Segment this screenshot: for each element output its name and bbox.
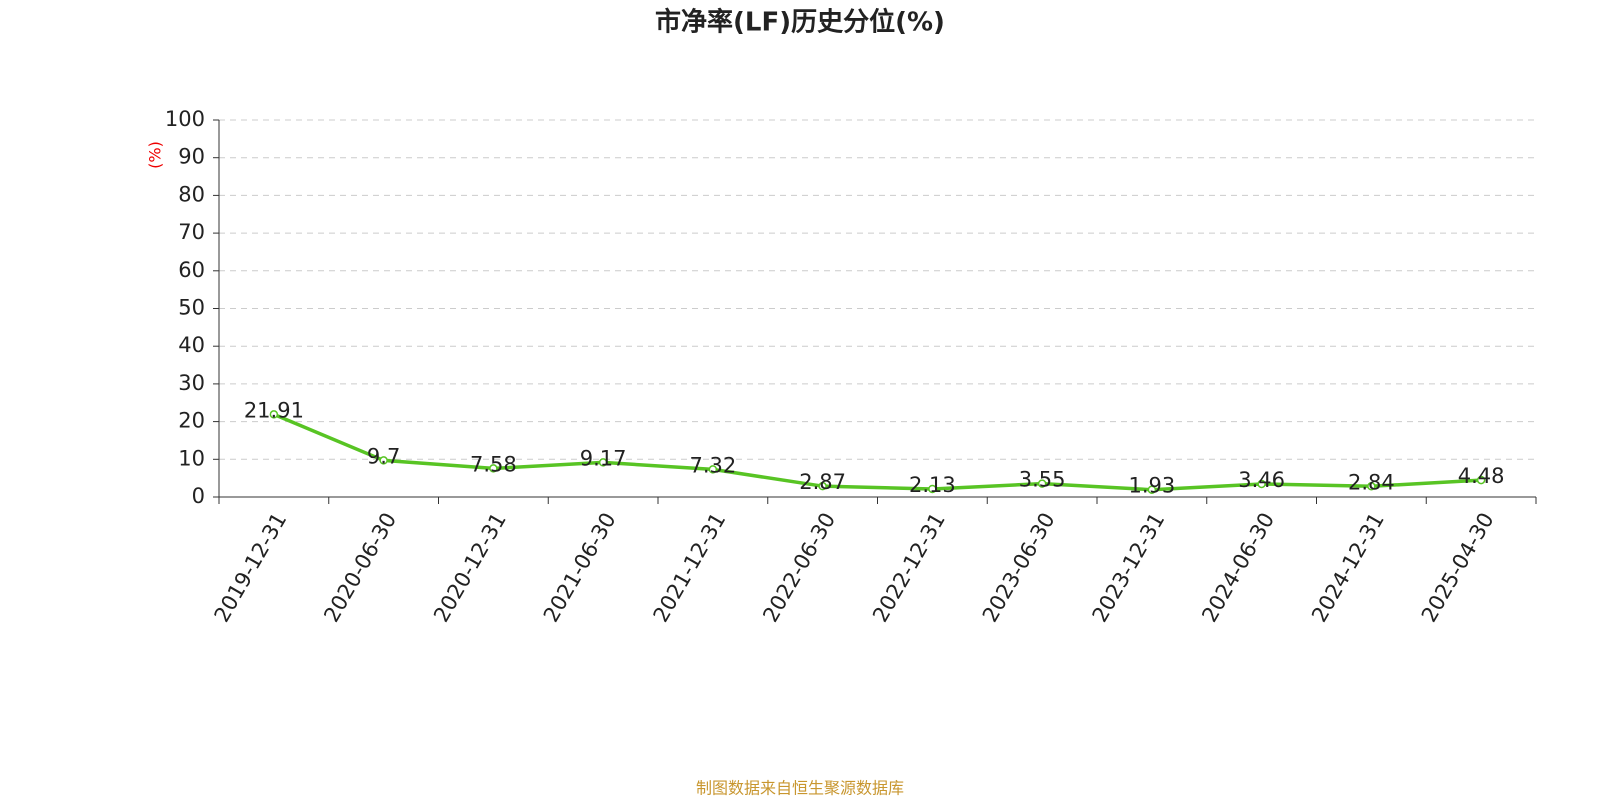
x-tick-label: 2019-12-31 xyxy=(210,509,292,627)
data-point xyxy=(818,481,827,491)
x-tick-label: 2021-12-31 xyxy=(649,509,731,627)
y-tick-label: 80 xyxy=(178,182,205,206)
data-label: 3.46 xyxy=(1238,468,1285,492)
data-line xyxy=(273,412,1482,492)
x-tick-label: 2020-12-31 xyxy=(429,509,511,627)
y-tick-label: 20 xyxy=(178,409,205,433)
data-label: 7.58 xyxy=(470,452,517,476)
x-tick-label: 2022-12-31 xyxy=(868,509,950,627)
data-point xyxy=(1476,475,1486,485)
x-tick-label: 2023-12-31 xyxy=(1088,509,1170,627)
y-tick-label: 30 xyxy=(178,371,205,395)
data-point xyxy=(1037,479,1047,488)
data-label: 4.48 xyxy=(1458,464,1505,488)
y-tick-label: 100 xyxy=(165,107,205,131)
data-label: 2.13 xyxy=(909,473,956,497)
source-note: 制图数据来自恒生聚源数据库 xyxy=(696,779,904,798)
data-label: 2.84 xyxy=(1348,470,1395,494)
data-point xyxy=(1147,485,1157,494)
x-tick-label: 2025-04-30 xyxy=(1417,509,1499,627)
data-label: 7.32 xyxy=(689,453,736,477)
data-label: 3.55 xyxy=(1019,468,1066,492)
data-label: 2.87 xyxy=(799,470,846,494)
data-label: 21.91 xyxy=(244,398,304,422)
x-tick-label: 2023-06-30 xyxy=(978,509,1060,627)
data-point xyxy=(1257,479,1266,489)
x-tick-label: 2020-06-30 xyxy=(319,509,401,627)
data-point xyxy=(708,465,718,474)
data-point xyxy=(928,484,937,494)
data-point xyxy=(489,464,498,473)
data-point xyxy=(269,410,279,419)
chart-title: 市净率(LF)历史分位(%) xyxy=(655,7,945,38)
y-tick-label: 90 xyxy=(178,145,205,169)
y-tick-label: 0 xyxy=(192,484,205,508)
data-label: 9.7 xyxy=(367,444,400,468)
y-tick-label: 10 xyxy=(178,446,205,470)
data-label: 1.93 xyxy=(1128,474,1175,498)
x-tick-label: 2022-06-30 xyxy=(758,509,840,627)
data-point xyxy=(598,458,608,467)
data-point xyxy=(379,456,388,465)
y-tick-label: 60 xyxy=(178,258,205,282)
x-tick-label: 2024-06-30 xyxy=(1197,509,1279,627)
x-tick-label: 2021-06-30 xyxy=(539,509,621,627)
y-axis-label: (%) xyxy=(146,141,165,169)
y-tick-label: 50 xyxy=(178,296,205,320)
data-label: 9.17 xyxy=(580,446,627,470)
data-point xyxy=(1367,482,1376,491)
x-tick-label: 2024-12-31 xyxy=(1307,509,1389,627)
y-tick-label: 70 xyxy=(178,220,205,244)
y-tick-label: 40 xyxy=(178,333,205,357)
